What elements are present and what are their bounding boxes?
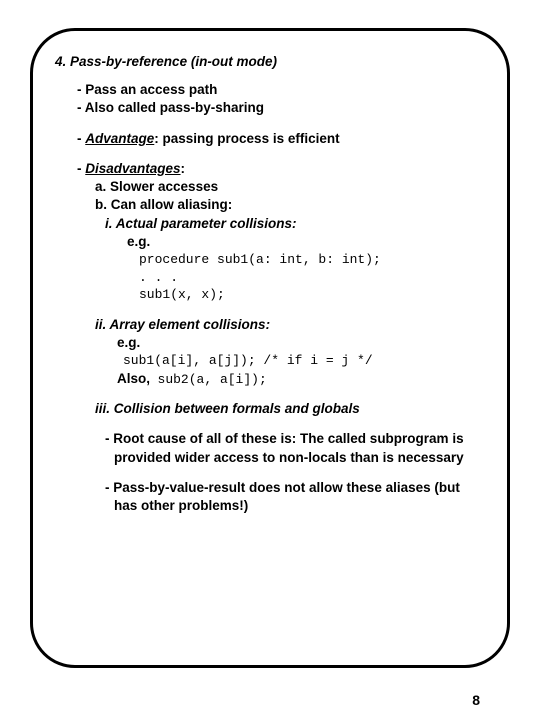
also-line: Also, sub2(a, a[i]); [117, 370, 485, 389]
collision-array: ii. Array element collisions: [95, 316, 485, 334]
advantage-text: : passing process is efficient [154, 131, 339, 146]
slide-title: 4. Pass-by-reference (in-out mode) [55, 53, 485, 71]
eg-label-2: e.g. [117, 334, 485, 352]
also-label: Also, [117, 371, 150, 386]
bullet-disadvantages: - Disadvantages: [77, 160, 485, 178]
collision-actual-params: i. Actual parameter collisions: [105, 215, 485, 233]
disadv-slower: a. Slower accesses [95, 178, 485, 196]
bullet-advantage: - Advantage: passing process is efficien… [77, 130, 485, 148]
slide-frame: 4. Pass-by-reference (in-out mode) - Pas… [30, 28, 510, 668]
bullet-sharing: - Also called pass-by-sharing [77, 99, 485, 117]
code-proc-decl: procedure sub1(a: int, b: int); [139, 251, 485, 269]
disadv-aliasing: b. Can allow aliasing: [95, 196, 485, 214]
page-number: 8 [472, 692, 480, 708]
collision-formals-globals: iii. Collision between formals and globa… [95, 400, 485, 418]
code-array-call: sub1(a[i], a[j]); /* if i = j */ [123, 352, 485, 370]
disadvantages-label: Disadvantages [85, 161, 180, 176]
pass-by-value-result-note: - Pass-by-value-result does not allow th… [105, 479, 485, 515]
eg-label-1: e.g. [127, 233, 485, 251]
advantage-label: Advantage [85, 131, 154, 146]
root-cause: - Root cause of all of these is: The cal… [105, 430, 485, 466]
disadvantages-colon: : [181, 161, 186, 176]
code-sub2-call: sub2(a, a[i]); [158, 372, 267, 387]
slide-content: 4. Pass-by-reference (in-out mode) - Pas… [55, 53, 485, 515]
bullet-access-path: - Pass an access path [77, 81, 485, 99]
code-ellipsis: . . . [139, 269, 485, 287]
code-call-xx: sub1(x, x); [139, 286, 485, 304]
